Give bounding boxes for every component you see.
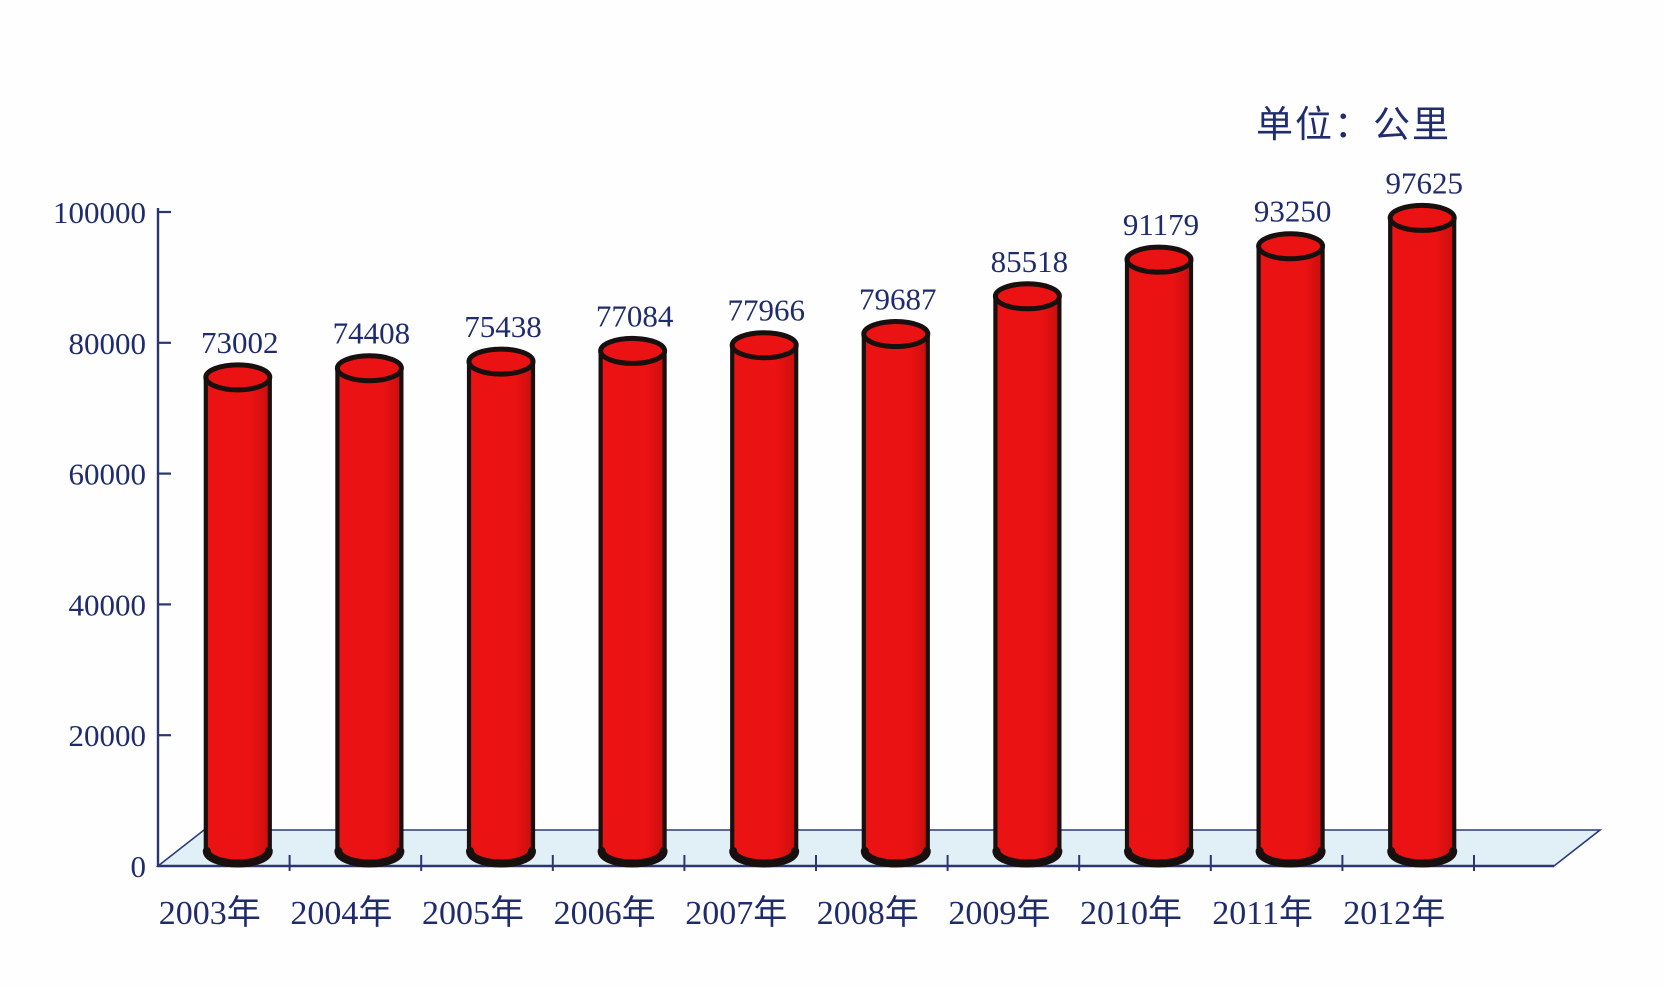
y-tick-label: 20000 xyxy=(69,718,147,753)
x-axis-label: 2006年 xyxy=(554,894,656,932)
y-tick-label: 60000 xyxy=(69,457,147,492)
bar-cylinder-body-2004年 xyxy=(335,366,404,865)
x-axis-label: 2007年 xyxy=(685,894,787,932)
bar-bottom-shadow xyxy=(334,847,405,868)
bar-value-label: 97625 xyxy=(1385,165,1463,200)
x-axis-label: 2005年 xyxy=(422,894,524,932)
bar-value-label: 91179 xyxy=(1123,207,1199,242)
x-axis-label: 2003年 xyxy=(159,894,261,932)
bar-cylinder-body-2007年 xyxy=(730,343,799,865)
bar-cylinder-top xyxy=(861,319,931,350)
bar-bottom-shadow xyxy=(1124,847,1194,868)
bar-cylinder-top xyxy=(334,353,404,384)
x-axis-label: 2004年 xyxy=(290,894,392,932)
bar-cylinder-top xyxy=(729,330,799,361)
x-axis-label: 2010年 xyxy=(1080,894,1182,932)
bar-cylinder-body-2012年 xyxy=(1388,215,1457,865)
bar-cylinder-body-2009年 xyxy=(993,294,1062,865)
bar-bottom-shadow xyxy=(466,847,536,868)
bar-value-label: 79687 xyxy=(859,282,937,317)
bar-value-label: 93250 xyxy=(1254,194,1332,229)
x-axis-label: 2008年 xyxy=(817,894,919,932)
bar-cylinder-body-2008年 xyxy=(861,331,930,865)
bar-cylinder-top xyxy=(1387,202,1457,233)
unit-label: 单位：公里 xyxy=(1256,105,1451,146)
bar-cylinder-body-2011年 xyxy=(1256,244,1325,865)
y-tick-label: 0 xyxy=(131,849,147,884)
bar-bottom-shadow xyxy=(1387,847,1458,868)
bar-cylinder-top xyxy=(992,281,1062,312)
x-axis-label: 2009年 xyxy=(948,894,1050,932)
x-axis-label: 2012年 xyxy=(1343,894,1445,932)
bar-bottom-shadow xyxy=(1255,847,1326,868)
bar-bottom-shadow xyxy=(992,847,1063,868)
bar-cylinder-top xyxy=(203,362,273,393)
bar-bottom-shadow xyxy=(860,847,931,868)
bar-cylinder-top xyxy=(1256,231,1326,262)
bar-cylinder-top xyxy=(466,346,536,377)
y-tick-label: 40000 xyxy=(69,587,147,622)
bar-value-label: 77966 xyxy=(727,293,805,328)
bar-cylinder-body-2006年 xyxy=(598,348,667,865)
bar-value-label: 74408 xyxy=(333,316,411,351)
bar-value-label: 77084 xyxy=(596,298,674,333)
bar-cylinder-body-2010年 xyxy=(1124,257,1194,865)
bar-cylinder-body-2005年 xyxy=(466,359,536,865)
x-axis-label: 2011年 xyxy=(1212,894,1313,932)
bar-value-label: 75438 xyxy=(464,309,542,344)
bar-value-label: 85518 xyxy=(991,244,1069,279)
bar-value-label: 73002 xyxy=(201,325,279,360)
bar-bottom-shadow xyxy=(202,847,273,868)
y-tick-label: 80000 xyxy=(69,326,147,361)
bar-cylinder-top xyxy=(1124,244,1194,275)
bar-cylinder-top xyxy=(598,335,668,366)
bar-cylinder-body-2003年 xyxy=(203,375,272,865)
y-tick-label: 100000 xyxy=(53,195,146,230)
bar-bottom-shadow xyxy=(597,847,668,868)
bar-bottom-shadow xyxy=(729,847,800,868)
